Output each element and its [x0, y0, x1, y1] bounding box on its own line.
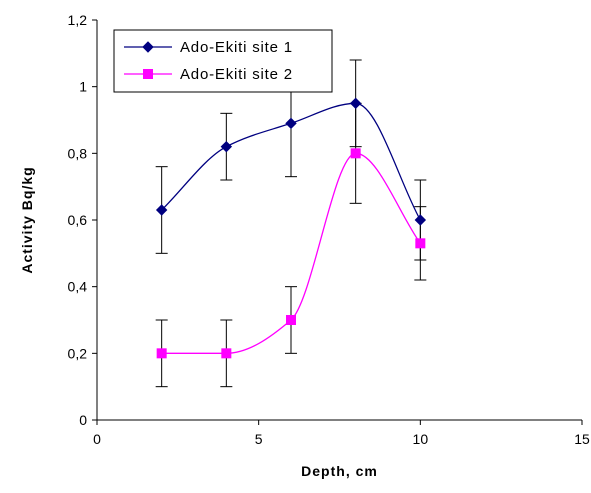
y-tick-label: 0,2	[68, 345, 88, 361]
x-axis-title: Depth, cm	[301, 463, 378, 479]
series-1-point	[220, 140, 233, 153]
series-1-point	[349, 97, 362, 110]
series-2-point	[221, 348, 232, 359]
y-tick-label: 0,4	[68, 279, 88, 295]
legend-label: Ado-Ekiti site 2	[180, 66, 293, 83]
x-tick-label: 15	[574, 431, 590, 447]
x-tick-label: 5	[255, 431, 263, 447]
legend: Ado-Ekiti site 1 Ado-Ekiti site 2	[113, 29, 333, 93]
legend-box	[113, 29, 333, 93]
axes: 0 0,2 0,4 0,6 0,8 1 1,2 0 5 10 15 Depth, cm Activity…	[19, 12, 590, 479]
legend-label: Ado-Ekiti site 1	[180, 39, 293, 56]
y-tick-label: 0,8	[68, 145, 88, 161]
legend-swatch-marker	[142, 41, 154, 53]
series-2-point	[156, 348, 167, 359]
x-tick-label: 0	[93, 431, 101, 447]
y-tick-label: 1	[79, 79, 87, 95]
y-axis-title: Activity Bq/kg	[19, 166, 35, 273]
y-tick-label: 1,2	[68, 12, 88, 28]
series-1-point	[285, 117, 297, 130]
y-tick-label: 0,6	[68, 212, 88, 228]
data-markers	[155, 97, 427, 359]
x-tick-label: 10	[413, 431, 429, 447]
series-2-point	[415, 238, 426, 249]
series-1-point	[155, 204, 168, 216]
series-2-point	[286, 315, 296, 325]
y-tick-label: 0	[79, 412, 87, 428]
legend-swatch-marker	[143, 69, 153, 79]
series-2-point	[350, 148, 361, 159]
error-bars	[155, 59, 427, 388]
series-line-2	[161, 152, 421, 354]
series-1-point	[414, 214, 427, 226]
